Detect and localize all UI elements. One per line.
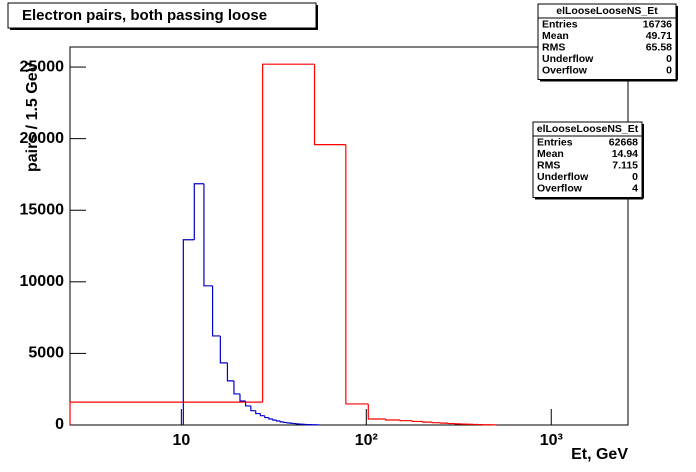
- stats-label: RMS: [542, 42, 565, 54]
- histogram-bin: [226, 362, 234, 382]
- histogram-bin: [182, 239, 195, 425]
- histogram-bin: [239, 393, 246, 402]
- histogram-bin: [255, 410, 261, 415]
- stats-value: 0: [666, 53, 672, 65]
- histogram-bin: [250, 405, 256, 412]
- histogram-bin: [422, 421, 433, 423]
- histogram-bin: [233, 380, 240, 395]
- histogram-bin: [264, 415, 269, 419]
- stats-label: Entries: [542, 19, 578, 31]
- histogram-bin: [411, 420, 423, 423]
- stats-label: Overflow: [537, 183, 583, 195]
- histogram-bin: [272, 418, 277, 421]
- x-tick-label: 10³: [540, 432, 563, 449]
- stats-label: Mean: [542, 30, 569, 42]
- stats-box: [532, 121, 643, 198]
- stats-label: Overflow: [542, 65, 588, 77]
- y-tick-label: 20000: [20, 130, 65, 147]
- y-tick-label: 0: [55, 416, 64, 433]
- x-tick-label: 10²: [355, 432, 378, 449]
- histogram-bin: [203, 183, 213, 287]
- histogram-bin: [193, 183, 204, 240]
- stats-box: [537, 3, 677, 80]
- stats-label: Entries: [537, 137, 573, 149]
- x-tick-label: 10: [172, 432, 190, 449]
- stats-value: 0: [632, 171, 638, 183]
- histogram-bin: [367, 403, 386, 420]
- histogram-bin: [259, 413, 265, 417]
- histogram-bin: [244, 400, 251, 407]
- stats-value: 49.71: [646, 30, 672, 42]
- stats-label: Mean: [537, 148, 564, 160]
- histogram-bin: [345, 144, 369, 405]
- stats-value: 7.115: [612, 160, 638, 172]
- stats-label: Underflow: [537, 171, 589, 183]
- y-tick-label: 15000: [20, 201, 65, 218]
- y-tick-label: 25000: [20, 58, 65, 75]
- histogram-bin: [399, 419, 413, 422]
- stats-label: RMS: [537, 160, 560, 172]
- histogram-bin: [431, 422, 441, 424]
- title-box: [7, 2, 317, 29]
- histogram-bin: [279, 420, 284, 423]
- histogram-bin: [219, 335, 228, 364]
- histogram-bin: [313, 64, 346, 146]
- histogram-bin: [211, 285, 221, 337]
- y-axis-title: pairs / 1.5 GeV: [24, 61, 41, 172]
- stats-value: 16736: [643, 19, 672, 31]
- stats-value: 62668: [609, 137, 638, 149]
- y-tick-label: 5000: [28, 345, 64, 362]
- histogram-bin: [262, 63, 315, 403]
- stats-value: 0: [666, 65, 672, 77]
- stats-label: Underflow: [542, 53, 594, 65]
- histogram-bin: [69, 401, 263, 425]
- histogram-bin: [385, 418, 401, 421]
- plot-frame: [69, 46, 629, 426]
- x-axis-title: Et, GeV: [571, 446, 628, 463]
- stats-value: 14.94: [612, 148, 638, 160]
- histogram-bin: [268, 417, 273, 420]
- stats-value: 65.58: [646, 42, 672, 54]
- y-tick-label: 10000: [20, 273, 65, 290]
- histogram-bin: [276, 420, 281, 422]
- chart-title: Electron pairs, both passing loose: [22, 7, 267, 24]
- histogram-bin: [283, 421, 287, 424]
- stats-title: elLooseLooseNS_Et: [556, 5, 658, 17]
- stats-value: 4: [632, 183, 638, 195]
- stats-title: elLooseLooseNS_Et: [537, 123, 639, 135]
